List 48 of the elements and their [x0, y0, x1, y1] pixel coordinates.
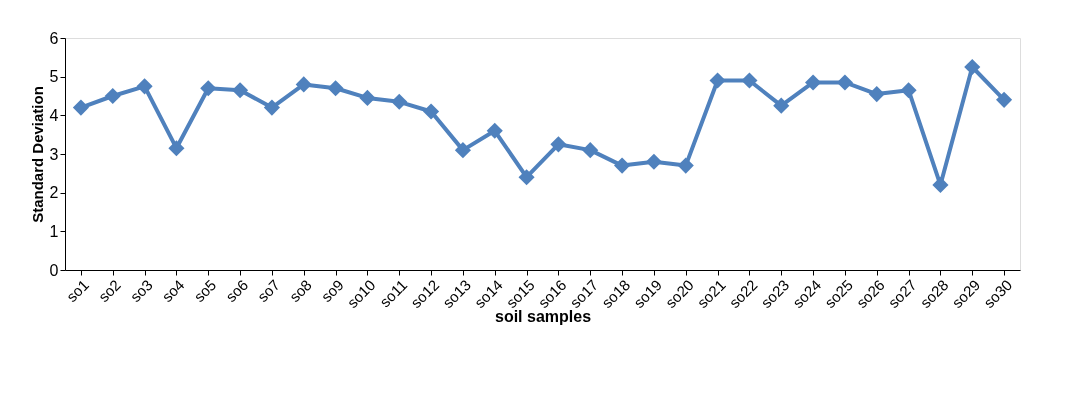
y-tick-label: 1 — [49, 222, 59, 240]
x-tick-label: so3 — [126, 276, 156, 306]
point — [423, 103, 440, 120]
point — [614, 157, 631, 174]
point — [359, 89, 376, 106]
point — [582, 142, 599, 159]
point — [136, 78, 153, 95]
point — [836, 74, 853, 91]
point — [454, 142, 471, 159]
point — [295, 76, 312, 93]
x-tick-label: so4 — [158, 276, 188, 306]
y-tick-label: 4 — [49, 106, 59, 124]
point — [900, 82, 917, 99]
point — [168, 140, 185, 157]
x-tick-label: so8 — [285, 276, 315, 306]
y-tick-label: 0 — [49, 261, 59, 279]
x-tick-label: so7 — [253, 276, 284, 306]
x-tick-label: so6 — [222, 276, 252, 306]
point — [773, 97, 790, 114]
point — [232, 82, 249, 99]
point — [104, 87, 121, 105]
point — [72, 99, 89, 116]
y-tick-label: 5 — [49, 68, 59, 86]
y-tick-label: 2 — [49, 184, 59, 202]
x-tick-label: so1 — [62, 276, 93, 306]
y-tick-label: 6 — [49, 29, 59, 47]
point — [805, 74, 822, 91]
point — [709, 72, 726, 89]
point — [964, 58, 981, 76]
point — [996, 91, 1013, 108]
x-tick-label: so9 — [317, 276, 347, 306]
point — [645, 153, 662, 170]
point — [200, 80, 217, 97]
point — [327, 80, 344, 97]
point — [486, 122, 503, 139]
point — [677, 157, 694, 174]
x-tick-label: so5 — [190, 276, 220, 306]
point — [932, 176, 949, 193]
point — [550, 136, 567, 153]
y-tick-label: 3 — [49, 145, 59, 163]
point — [868, 86, 885, 103]
x-tick-label: so2 — [94, 276, 124, 306]
point — [263, 99, 280, 116]
point — [391, 93, 408, 110]
x-axis-title: soil samples — [494, 308, 592, 326]
point — [741, 72, 758, 89]
y-axis-title: Standard Deviation — [28, 86, 46, 223]
point — [518, 169, 535, 186]
